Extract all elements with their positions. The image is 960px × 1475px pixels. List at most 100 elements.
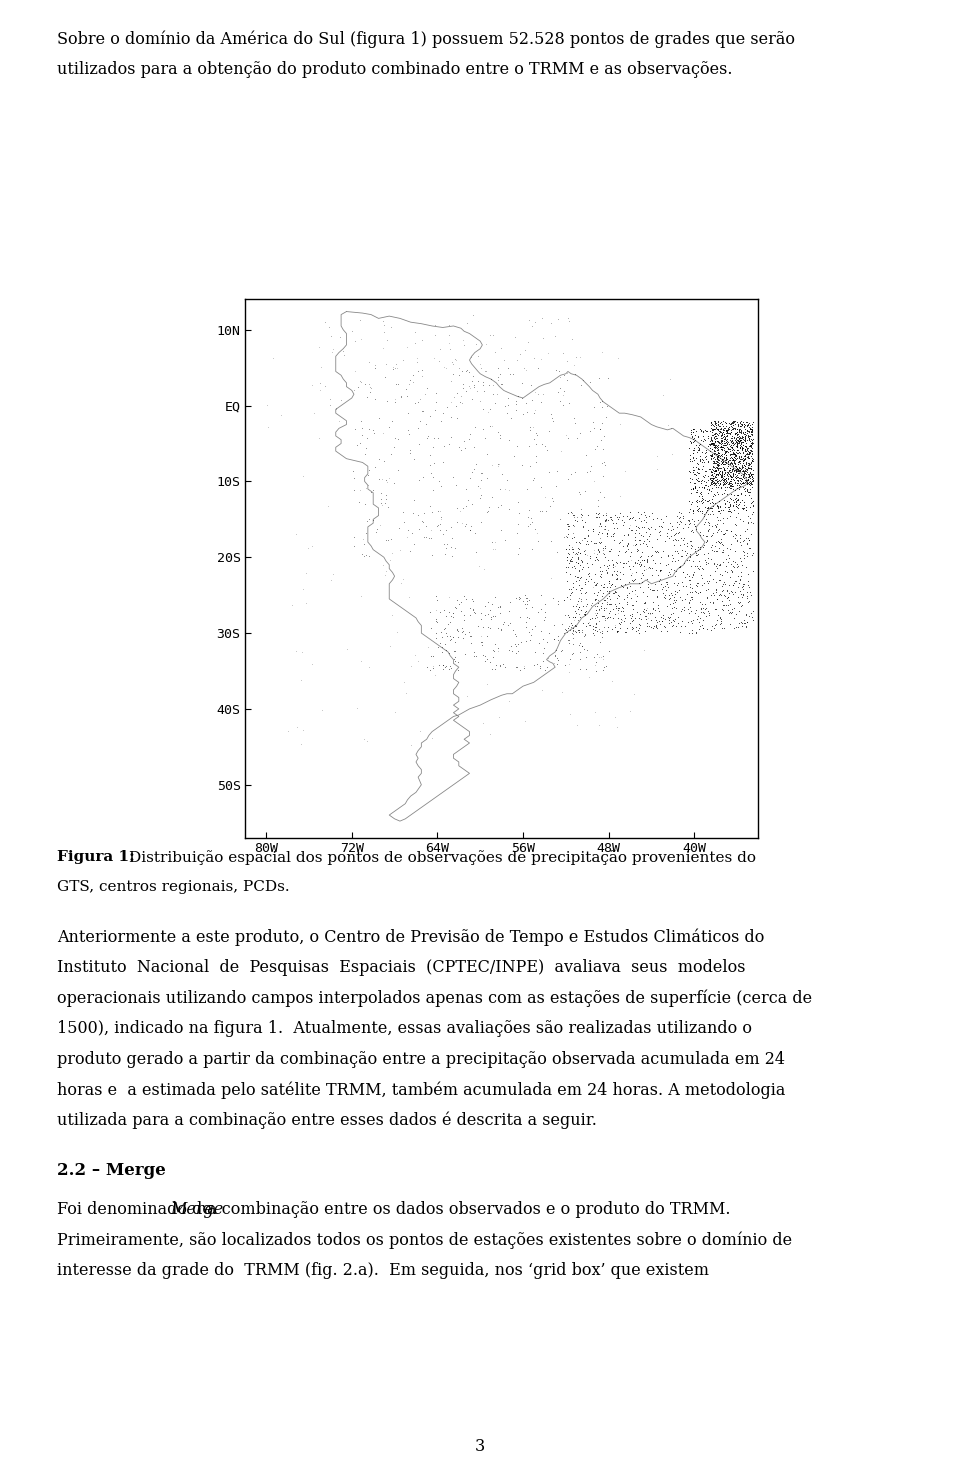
Point — [733, 594, 749, 618]
Point — [631, 538, 646, 562]
Point — [741, 456, 756, 479]
Point — [382, 549, 397, 572]
Point — [618, 621, 634, 645]
Point — [673, 527, 688, 550]
Point — [718, 426, 733, 450]
Point — [425, 645, 441, 668]
Point — [716, 593, 732, 617]
Point — [745, 450, 760, 473]
Point — [581, 555, 596, 578]
Point — [579, 614, 594, 637]
Point — [733, 549, 749, 572]
Point — [703, 457, 718, 481]
Point — [719, 423, 734, 447]
Point — [460, 684, 475, 708]
Point — [715, 454, 731, 478]
Point — [613, 609, 629, 633]
Point — [709, 456, 725, 479]
Point — [616, 609, 632, 633]
Point — [673, 621, 688, 645]
Point — [624, 540, 639, 563]
Point — [388, 426, 403, 450]
Point — [434, 636, 449, 659]
Point — [706, 465, 721, 488]
Point — [744, 465, 759, 488]
Point — [673, 599, 688, 622]
Point — [708, 459, 724, 482]
Point — [682, 594, 697, 618]
Point — [611, 347, 626, 370]
Point — [577, 572, 592, 596]
Point — [677, 614, 692, 637]
Point — [736, 476, 752, 500]
Point — [708, 412, 724, 435]
Point — [676, 506, 691, 530]
Point — [625, 617, 640, 640]
Point — [744, 416, 759, 440]
Point — [420, 423, 436, 447]
Point — [727, 617, 742, 640]
Point — [567, 541, 583, 565]
Point — [733, 469, 749, 493]
Point — [660, 605, 676, 628]
Point — [468, 451, 484, 475]
Point — [716, 422, 732, 445]
Point — [312, 378, 327, 401]
Point — [602, 569, 617, 593]
Point — [601, 602, 616, 625]
Point — [723, 476, 738, 500]
Point — [694, 591, 709, 615]
Point — [739, 541, 755, 565]
Point — [712, 612, 728, 636]
Point — [743, 460, 758, 484]
Point — [364, 481, 379, 504]
Point — [711, 419, 727, 442]
Point — [598, 518, 613, 541]
Point — [725, 494, 740, 518]
Point — [610, 596, 625, 620]
Point — [721, 437, 736, 460]
Point — [712, 562, 728, 586]
Point — [368, 519, 383, 543]
Point — [739, 478, 755, 502]
Point — [713, 527, 729, 550]
Point — [743, 423, 758, 447]
Point — [732, 445, 747, 469]
Point — [691, 484, 707, 507]
Point — [723, 472, 738, 496]
Point — [634, 606, 649, 630]
Point — [734, 437, 750, 460]
Point — [714, 460, 730, 484]
Point — [537, 600, 552, 624]
Point — [716, 445, 732, 469]
Point — [400, 518, 416, 541]
Point — [734, 468, 750, 491]
Point — [741, 440, 756, 463]
Point — [444, 656, 459, 680]
Point — [354, 416, 370, 440]
Point — [730, 431, 745, 454]
Point — [709, 445, 725, 469]
Point — [406, 447, 421, 471]
Point — [520, 330, 536, 354]
Point — [601, 581, 616, 605]
Point — [660, 553, 676, 577]
Point — [731, 428, 746, 451]
Point — [693, 482, 708, 506]
Point — [474, 608, 490, 631]
Point — [580, 524, 595, 547]
Point — [729, 466, 744, 490]
Point — [561, 522, 576, 546]
Point — [672, 521, 687, 544]
Point — [535, 500, 550, 524]
Point — [740, 412, 756, 435]
Point — [737, 454, 753, 478]
Point — [707, 482, 722, 506]
Point — [667, 540, 683, 563]
Point — [739, 531, 755, 555]
Point — [628, 615, 643, 639]
Point — [731, 493, 746, 516]
Point — [687, 476, 703, 500]
Point — [553, 366, 568, 389]
Point — [710, 453, 726, 476]
